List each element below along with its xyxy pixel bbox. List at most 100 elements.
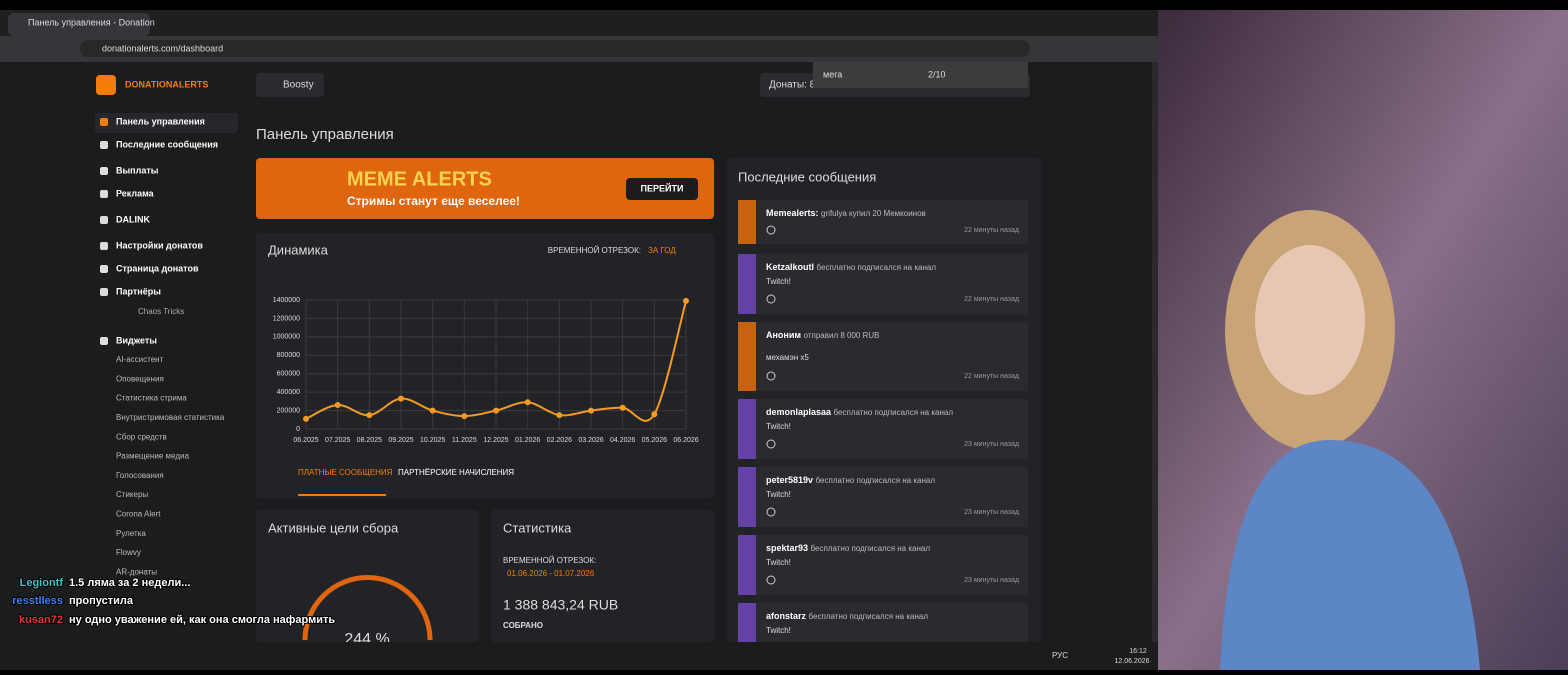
sidebar-item[interactable]: Страница донатов: [116, 263, 199, 273]
y-tick-label: 800000: [277, 352, 300, 359]
message-line: Memealerts: grifulya купил 20 Мемкоинов: [766, 208, 926, 218]
banner[interactable]: [256, 158, 714, 219]
message-detail: Twitch!: [766, 558, 791, 567]
message-line: peter5819v бесплатно подписался на канал: [766, 475, 935, 485]
sidebar-subitem[interactable]: Стикеры: [116, 490, 148, 499]
chat-user: resstlless: [12, 595, 63, 607]
sidebar-icon: [100, 337, 108, 345]
message-user: demonlaplasaa: [766, 407, 832, 417]
sidebar-item[interactable]: Настройки донатов: [116, 240, 203, 250]
sidebar-icon: [100, 242, 108, 250]
message-time: 22 минуты назад: [964, 373, 1019, 380]
chat-user: Legiontf: [20, 577, 64, 589]
chat-text: пропустила: [69, 595, 134, 607]
message-card[interactable]: [738, 535, 1028, 595]
x-tick-label: 07.2025: [325, 437, 350, 444]
clock-time: 16:12: [1129, 648, 1147, 655]
stats-card: [491, 510, 714, 642]
tab[interactable]: [8, 13, 150, 36]
x-tick-label: 08.2025: [357, 437, 382, 444]
period-label: ВРЕМЕННОЙ ОТРЕЗОК:: [548, 246, 641, 255]
url: donationalerts.com/dashboard: [102, 43, 223, 53]
message-strip: [738, 322, 756, 391]
x-tick-label: 12.2025: [483, 437, 508, 444]
messages-title: Последние сообщения: [738, 169, 876, 184]
sidebar-subitem[interactable]: Статистика стрима: [116, 394, 187, 403]
point: [683, 297, 689, 304]
logo: DONATIONALERTS: [125, 79, 208, 89]
sidebar-icon: [100, 216, 108, 224]
message-card[interactable]: [738, 200, 1028, 244]
sidebar-subitem[interactable]: AI-ассистент: [116, 355, 164, 364]
message-action: grifulya купил 20 Мемкоинов: [821, 209, 926, 218]
tab-title: Панель управления - Donation: [28, 17, 155, 27]
y-tick-label: 1400000: [273, 297, 300, 304]
x-tick-label: 03.2026: [578, 437, 603, 444]
sidebar-subitem[interactable]: Flowvy: [116, 548, 141, 557]
point: [398, 395, 404, 402]
x-tick-label: 09.2025: [388, 437, 413, 444]
period[interactable]: ЗА ГОД: [648, 246, 676, 255]
message-time: 23 минуты назад: [964, 509, 1019, 516]
message-user: spektar93: [766, 543, 808, 553]
y-tick-label: 400000: [277, 389, 300, 396]
message-user: Memealerts:: [766, 208, 819, 218]
y-tick-label: 0: [296, 426, 300, 433]
chart-tab[interactable]: ПАРТНЁРСКИЕ НАЧИСЛЕНИЯ: [398, 468, 514, 477]
replay-icon[interactable]: [766, 225, 776, 235]
address-bar[interactable]: [80, 40, 1030, 57]
sidebar-subitem[interactable]: Внутристримовая статистика: [116, 413, 225, 422]
message-strip: [738, 535, 756, 595]
message-card[interactable]: [738, 322, 1028, 391]
message-action: бесплатно подписался на канал: [811, 544, 931, 553]
x-tick-label: 06.2026: [673, 437, 698, 444]
sidebar-subitem[interactable]: Рулетка: [116, 529, 146, 538]
message-card[interactable]: [738, 254, 1028, 314]
message-detail: Twitch!: [766, 490, 791, 499]
replay-icon[interactable]: [766, 575, 776, 585]
message-card[interactable]: [738, 467, 1028, 527]
page-title: Панель управления: [256, 126, 394, 143]
sidebar-item[interactable]: Панель управления: [116, 116, 205, 126]
banner-button[interactable]: [626, 178, 698, 200]
stats-period-label: ВРЕМЕННОЙ ОТРЕЗОК:: [503, 556, 596, 565]
chart-tab[interactable]: ПЛАТНЫЕ СООБЩЕНИЯ: [298, 468, 393, 477]
y-tick-label: 200000: [277, 407, 300, 414]
sidebar-subitem[interactable]: Размещение медиа: [116, 452, 189, 461]
stats-period[interactable]: 01.06.2026 - 01.07.2026: [507, 569, 595, 578]
sidebar-item[interactable]: Виджеты: [116, 335, 157, 345]
replay-icon[interactable]: [766, 371, 776, 381]
sidebar-subitem[interactable]: AR-донаты: [116, 567, 157, 576]
message-user: afonstarz: [766, 611, 807, 621]
replay-icon[interactable]: [766, 439, 776, 449]
message-time: 22 минуты назад: [964, 227, 1019, 234]
message-card[interactable]: [738, 399, 1028, 459]
sidebar-subitem[interactable]: Оповещения: [116, 374, 164, 383]
find-bar[interactable]: [813, 62, 1028, 88]
sidebar-subitem[interactable]: Chaos Tricks: [138, 307, 184, 316]
sidebar-item[interactable]: Реклама: [116, 188, 155, 198]
replay-icon[interactable]: [766, 507, 776, 517]
webcam-shirt: [1220, 440, 1480, 670]
taskbar: [0, 642, 1158, 670]
webcam-face: [1255, 245, 1365, 395]
replay-icon[interactable]: [766, 294, 776, 304]
boosty-button[interactable]: [256, 73, 324, 97]
x-tick-label: 01.2026: [515, 437, 540, 444]
message-detail: Twitch!: [766, 277, 791, 286]
point: [588, 407, 594, 414]
sidebar-item[interactable]: Последние сообщения: [116, 139, 218, 149]
sidebar-subitem[interactable]: Сбор средств: [116, 432, 167, 441]
sidebar-item[interactable]: Партнёры: [116, 286, 161, 296]
goal-ring: [302, 575, 433, 641]
goals-title: Активные цели сбора: [268, 520, 399, 535]
stats-amount-label: СОБРАНО: [503, 621, 543, 630]
sidebar-subitem[interactable]: Голосования: [116, 471, 164, 480]
scrollbar[interactable]: [1152, 62, 1158, 642]
sidebar-item[interactable]: DALINK: [116, 214, 150, 224]
sidebar-subitem[interactable]: Corona Alert: [116, 510, 161, 519]
y-tick-label: 1200000: [273, 315, 300, 322]
point: [619, 404, 626, 411]
sidebar-item[interactable]: Выплаты: [116, 165, 159, 175]
